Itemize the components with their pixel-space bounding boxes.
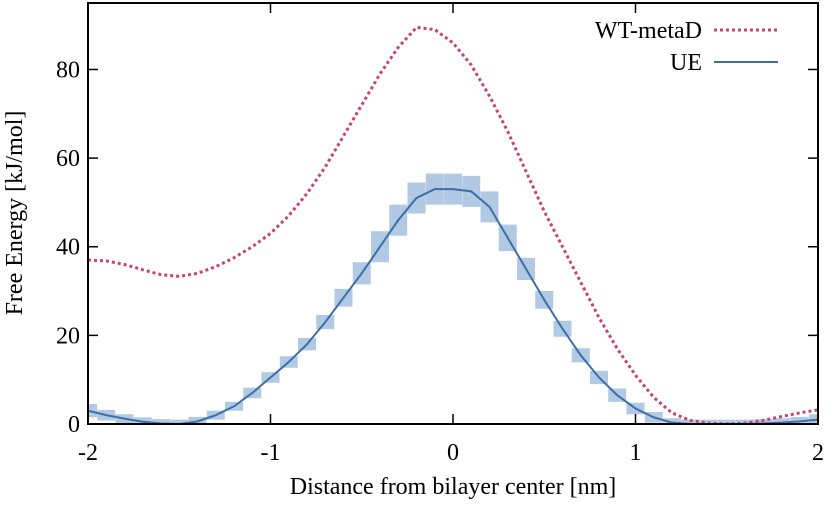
plot-frame bbox=[87, 2, 819, 425]
y-tick-label: 20 bbox=[56, 323, 80, 349]
y-tick-label: 0 bbox=[68, 412, 80, 438]
series-line bbox=[88, 25, 818, 424]
plot-area bbox=[88, 25, 818, 424]
series-line bbox=[88, 188, 818, 424]
x-tick-label: 0 bbox=[447, 440, 459, 466]
x-tick-label: 2 bbox=[812, 440, 824, 466]
y-tick-label: 60 bbox=[56, 146, 80, 172]
x-tick-label: 1 bbox=[630, 440, 642, 466]
y-tick-label: 80 bbox=[56, 57, 80, 83]
x-axis-label: Distance from bilayer center [nm] bbox=[290, 474, 617, 500]
legend-label: UE bbox=[670, 50, 702, 76]
y-axis-label: Free Energy [kJ/mol] bbox=[2, 111, 28, 316]
x-tick-label: -1 bbox=[261, 440, 281, 466]
legend-label: WT-metaD bbox=[595, 18, 702, 44]
x-tick-label: -2 bbox=[78, 440, 98, 466]
y-tick-label: 40 bbox=[56, 235, 80, 261]
